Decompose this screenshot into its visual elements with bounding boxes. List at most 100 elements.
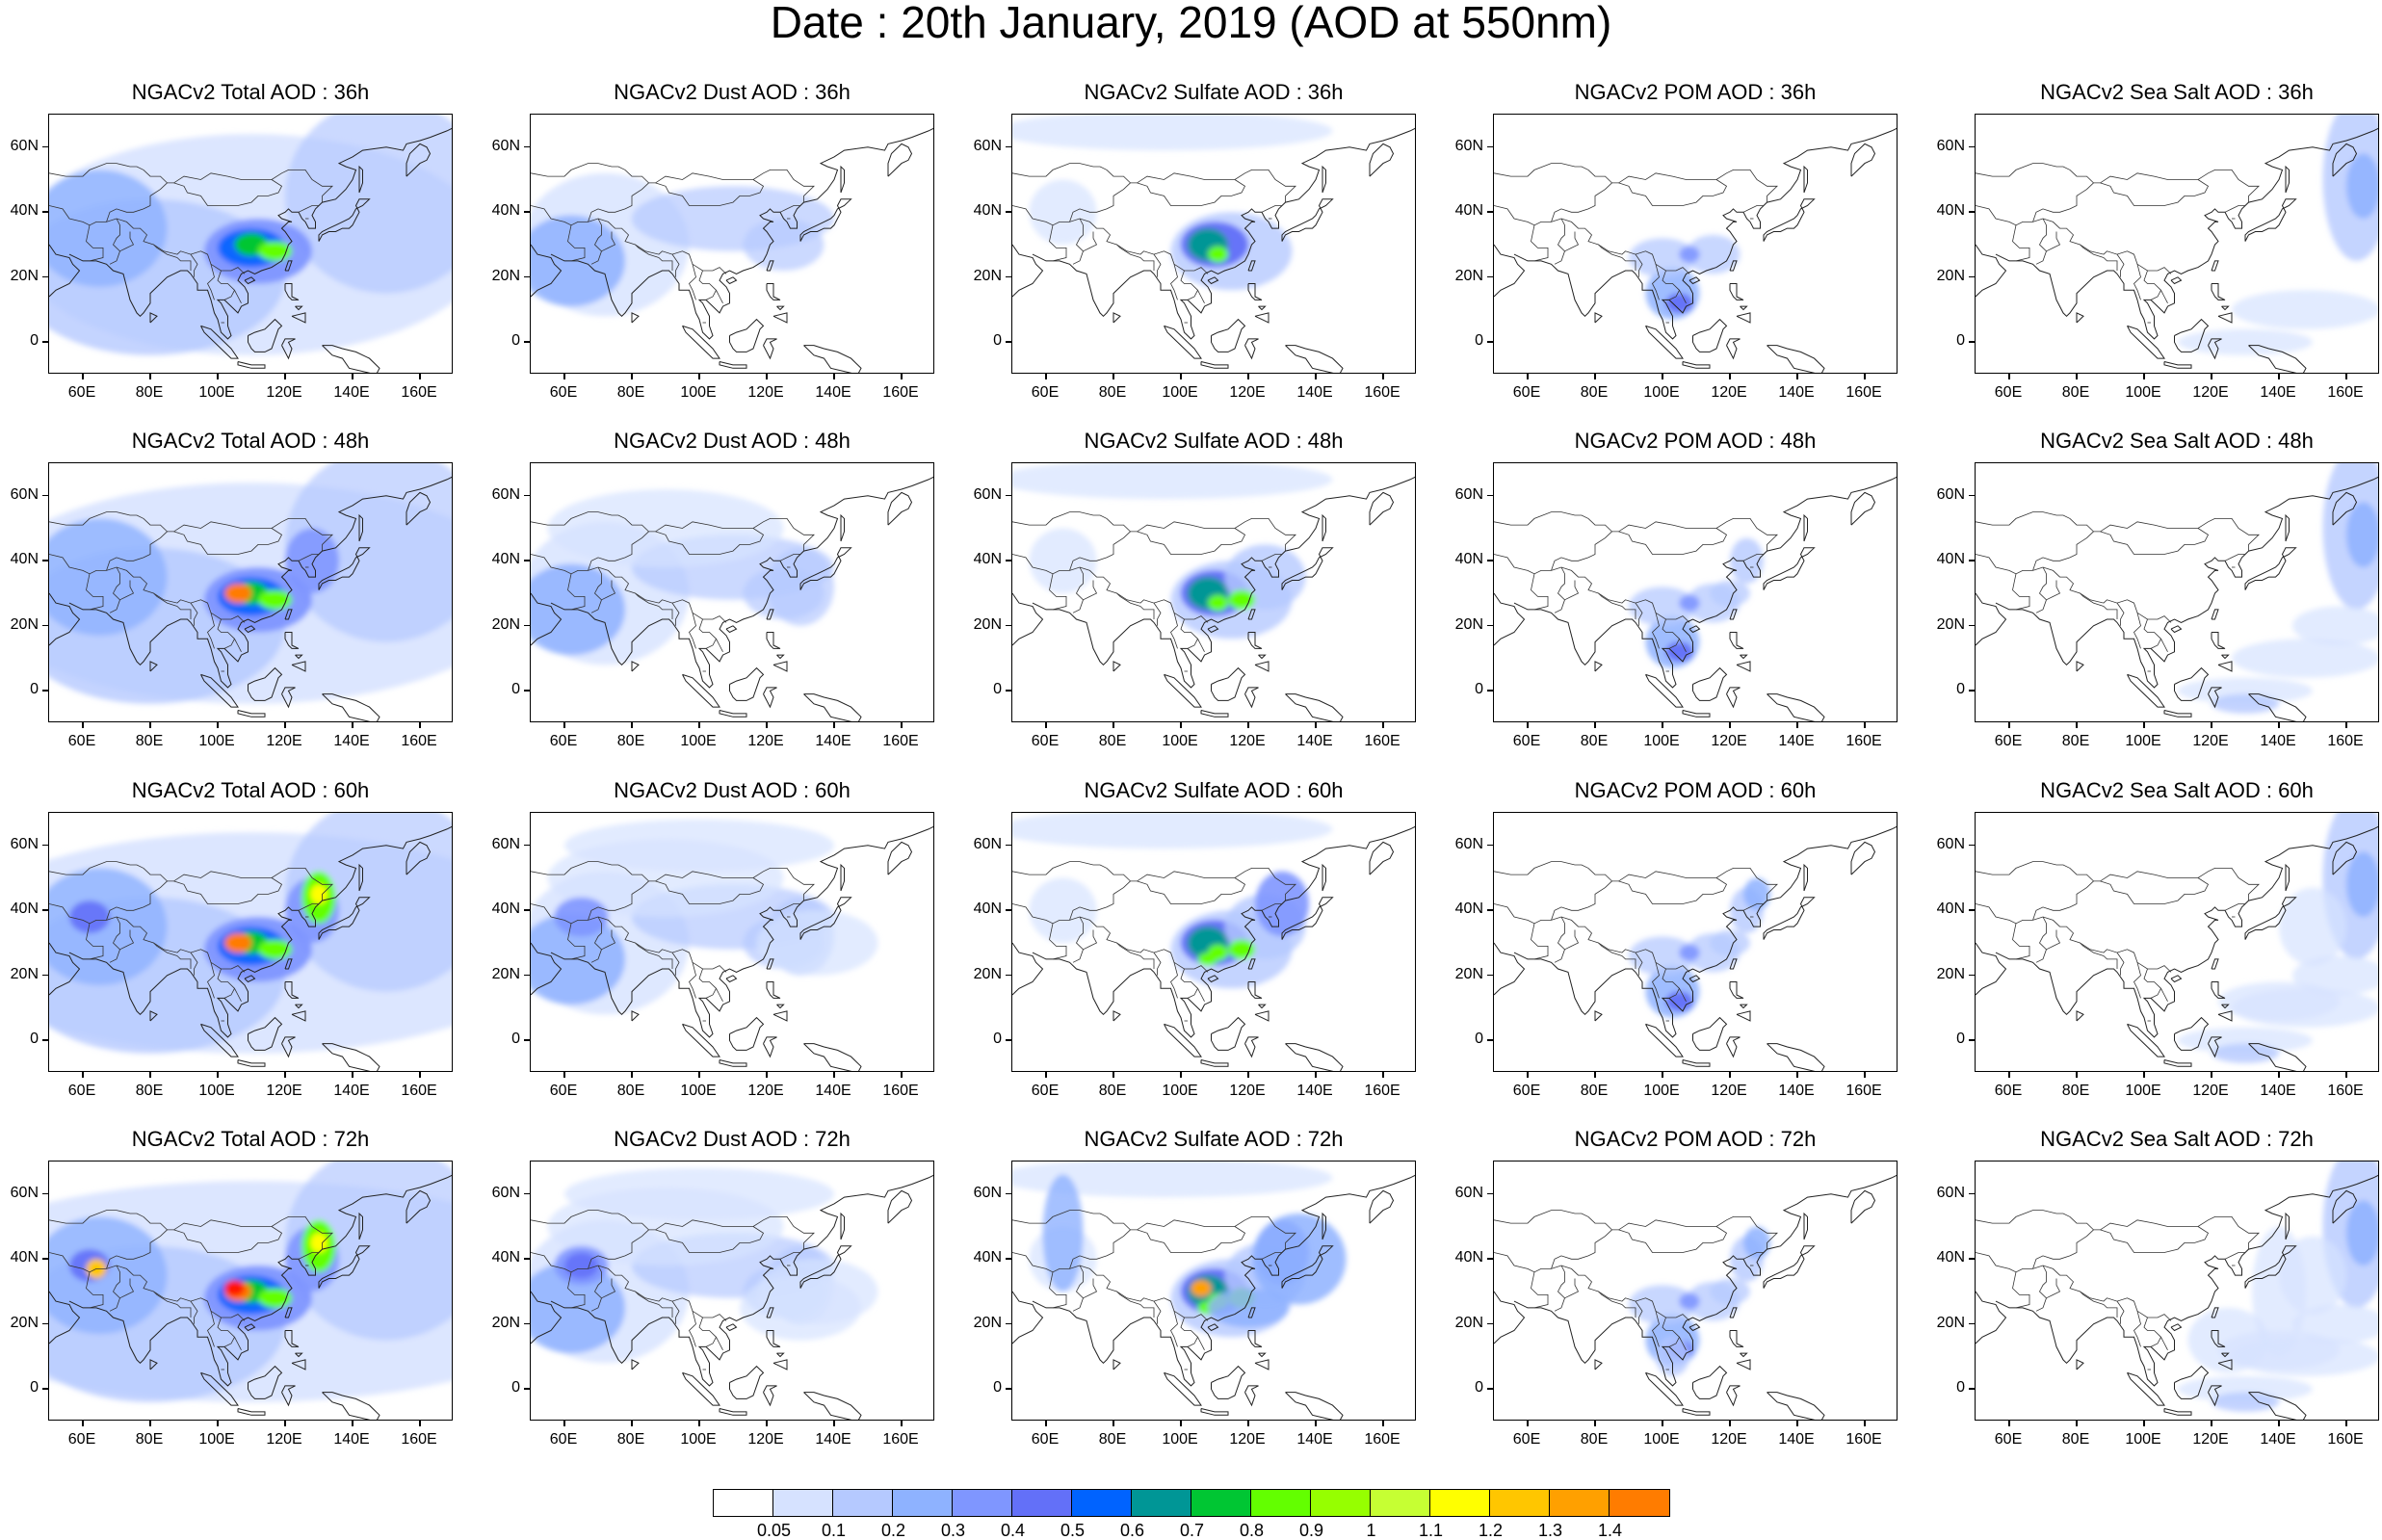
coastline: [799, 547, 852, 590]
coastline: [1645, 1023, 1684, 1057]
coastline: [1494, 1291, 1526, 1344]
x-tick-label: 120E: [1711, 1431, 1747, 1448]
x-tick-mark: [698, 722, 700, 728]
coastline: [1740, 305, 1748, 311]
country-border: [223, 988, 235, 999]
country-border: [1153, 952, 1162, 976]
coastline: [2163, 361, 2192, 369]
country-border: [531, 163, 649, 184]
coastline: [1767, 1392, 1825, 1420]
coastline: [1726, 687, 1741, 709]
y-tick-mark: [42, 145, 48, 148]
y-tick-mark: [1006, 844, 1011, 847]
y-tick-mark: [1487, 690, 1493, 692]
x-tick-mark: [833, 1421, 835, 1426]
x-tick-mark: [1796, 374, 1798, 379]
y-tick-label: 40N: [973, 901, 1002, 918]
aod-map: [49, 1162, 452, 1420]
x-tick-mark: [1527, 1072, 1529, 1078]
x-tick-label: 160E: [1364, 1431, 1400, 1448]
coastline: [772, 661, 788, 672]
coastline: [776, 305, 785, 311]
panel-title: NGACv2 Sea Salt AOD : 36h: [2040, 80, 2314, 104]
coastline: [1164, 1371, 1202, 1406]
x-tick-label: 60E: [1031, 1083, 1060, 1099]
coastline: [1494, 942, 1526, 996]
coastline: [719, 361, 747, 369]
x-tick-mark: [2278, 1072, 2280, 1078]
y-tick-mark: [524, 1388, 530, 1390]
country-border: [1180, 968, 1205, 1002]
country-border: [2080, 592, 2105, 607]
aod-field: [2292, 955, 2378, 995]
coastline: [1322, 165, 1326, 194]
country-border: [1621, 955, 1636, 969]
x-tick-mark: [1382, 722, 1384, 728]
y-tick-mark: [1487, 145, 1493, 148]
country-border: [658, 1304, 673, 1318]
x-tick-mark: [419, 1072, 421, 1078]
coastline: [248, 1016, 283, 1051]
coastline: [766, 1307, 774, 1318]
country-border: [658, 257, 673, 271]
coastline: [49, 1291, 81, 1344]
colorbar-label: 0.4: [1000, 1521, 1026, 1540]
country-border: [1668, 988, 1680, 999]
aod-field: [1710, 1278, 1750, 1305]
colorbar-label: 1.1: [1418, 1521, 1444, 1540]
x-tick-label: 140E: [333, 384, 370, 401]
x-tick-label: 140E: [815, 384, 851, 401]
y-tick-mark: [42, 560, 48, 561]
colorbar-label: 1.3: [1537, 1521, 1563, 1540]
x-tick-mark: [352, 1421, 353, 1426]
country-border: [1137, 1226, 1246, 1253]
y-tick-mark: [1006, 1192, 1011, 1195]
colorbar-label: 0.2: [880, 1521, 906, 1540]
aod-field: [258, 1288, 292, 1308]
y-tick-label: 60N: [1936, 1184, 1965, 1201]
coastline: [248, 318, 283, 352]
panel-title: NGACv2 Dust AOD : 60h: [614, 778, 851, 802]
x-tick-label: 140E: [1296, 733, 1333, 749]
country-border: [1494, 554, 1690, 623]
country-border: [590, 566, 602, 613]
x-tick-mark: [1247, 374, 1249, 379]
country-border: [176, 955, 192, 969]
y-tick-label: 0: [993, 1031, 1002, 1048]
coastline: [803, 345, 862, 373]
colorbar: [713, 1489, 1670, 1517]
x-tick-mark: [766, 1072, 768, 1078]
coastline: [358, 1212, 363, 1240]
x-tick-label: 120E: [747, 733, 784, 749]
y-tick-mark: [42, 1388, 48, 1390]
country-border: [1116, 244, 1141, 258]
coastline: [1682, 1408, 1711, 1416]
country-border: [223, 1337, 235, 1347]
coastline: [1247, 1330, 1263, 1347]
x-tick-mark: [631, 1072, 633, 1078]
coastline: [1645, 1371, 1684, 1406]
y-tick-label: 0: [993, 681, 1002, 698]
coastline: [1200, 1408, 1229, 1416]
coastline: [766, 1330, 781, 1347]
country-border: [207, 962, 215, 999]
aod-field: [1679, 944, 1700, 961]
x-tick-mark: [1247, 1072, 1249, 1078]
country-border: [1598, 1291, 1623, 1305]
country-border: [1137, 179, 1246, 206]
coastline: [358, 513, 363, 542]
country-border: [1742, 554, 1764, 561]
country-border: [635, 244, 660, 258]
x-tick-mark: [631, 1421, 633, 1426]
colorbar-label: 0.7: [1179, 1521, 1205, 1540]
y-tick-label: 0: [1956, 1031, 1965, 1048]
x-tick-mark: [82, 1421, 84, 1426]
coastline: [1254, 661, 1270, 672]
country-border: [223, 290, 235, 300]
x-tick-mark: [2345, 1421, 2347, 1426]
panel-title: NGACv2 Sulfate AOD : 48h: [1084, 429, 1344, 453]
coastline: [1207, 276, 1219, 285]
country-border: [119, 1278, 135, 1299]
coastline: [200, 673, 239, 708]
y-tick-mark: [524, 624, 530, 627]
